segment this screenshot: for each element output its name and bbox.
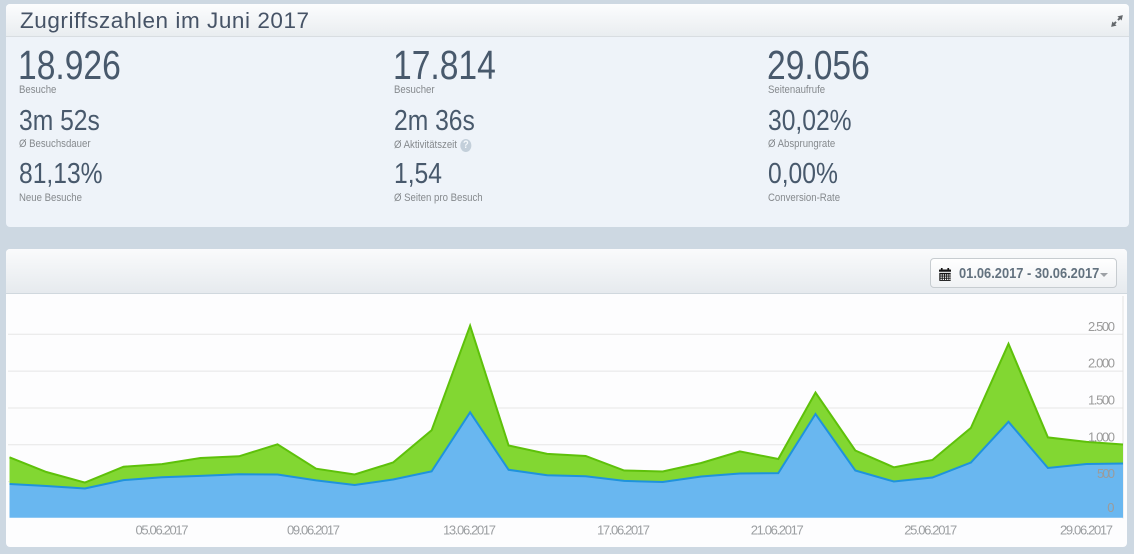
svg-text:09.06.2017: 09.06.2017 <box>287 523 340 538</box>
svg-text:2.000: 2.000 <box>1088 356 1115 371</box>
svg-text:21.06.2017: 21.06.2017 <box>751 523 804 538</box>
svg-text:2.500: 2.500 <box>1088 319 1115 334</box>
svg-text:29.06.2017: 29.06.2017 <box>1060 523 1113 538</box>
svg-text:25.06.2017: 25.06.2017 <box>904 523 957 538</box>
svg-text:0: 0 <box>1107 500 1114 515</box>
svg-text:13.06.2017: 13.06.2017 <box>443 523 496 538</box>
svg-text:05.06.2017: 05.06.2017 <box>136 523 189 538</box>
svg-text:1.500: 1.500 <box>1088 393 1115 408</box>
svg-text:500: 500 <box>1097 466 1115 481</box>
svg-text:1.000: 1.000 <box>1088 429 1115 444</box>
svg-text:17.06.2017: 17.06.2017 <box>597 523 650 538</box>
